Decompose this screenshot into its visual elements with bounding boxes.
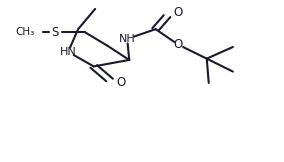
Text: O: O bbox=[173, 6, 182, 19]
Text: NH: NH bbox=[119, 34, 135, 44]
Text: S: S bbox=[51, 26, 59, 39]
Text: CH₃: CH₃ bbox=[15, 27, 35, 37]
Text: O: O bbox=[174, 38, 183, 51]
Text: HN: HN bbox=[60, 47, 76, 57]
Text: O: O bbox=[116, 76, 126, 89]
